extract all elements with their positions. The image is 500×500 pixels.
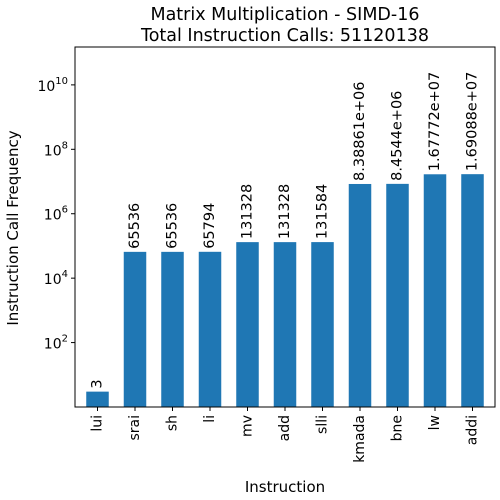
value-label-sh: 65536 — [165, 203, 181, 249]
y-tick-label-4: 1010 — [37, 76, 68, 95]
y-tick-label-1: 104 — [44, 269, 68, 288]
x-tick-label-kmada: kmada — [352, 415, 368, 463]
value-label-li: 65794 — [202, 203, 218, 249]
bar-slli — [311, 242, 334, 407]
bar-addi — [461, 174, 484, 407]
value-label-kmada: 8.38861e+06 — [352, 81, 368, 180]
chart-title-line-2: Total Instruction Calls: 51120138 — [140, 26, 429, 46]
bar-mv — [236, 242, 259, 407]
value-label-slli: 131584 — [315, 184, 331, 239]
x-tick-label-li: li — [202, 415, 218, 423]
x-tick-label-lw: lw — [427, 415, 443, 430]
bar-srai — [124, 252, 147, 407]
x-tick-label-addi: addi — [465, 415, 481, 445]
x-tick-label-mv: mv — [240, 415, 256, 437]
x-tick-label-add: add — [277, 415, 293, 441]
value-label-lui: 3 — [90, 379, 106, 388]
y-tick-label-0: 102 — [44, 334, 68, 353]
value-label-srai: 65536 — [127, 203, 143, 249]
y-tick-label-2: 106 — [44, 205, 68, 224]
value-label-addi: 1.69088e+07 — [465, 72, 481, 171]
value-label-lw: 1.67772e+07 — [427, 72, 443, 171]
y-tick-label-3: 108 — [44, 140, 68, 159]
bars-group: 3 65536 65536 65794 131328 131328 131584 8.3886… — [86, 72, 484, 407]
chart-title-line-1: Matrix Multiplication - SIMD-16 — [150, 5, 419, 25]
x-tick-label-srai: srai — [127, 415, 143, 441]
y-axis-label: Instruction Call Frequency — [4, 130, 22, 325]
bar-lw — [424, 174, 447, 407]
value-label-add: 131328 — [277, 184, 293, 239]
bar-bne — [386, 184, 409, 407]
bar-lui — [86, 392, 109, 407]
x-tick-label-lui: lui — [90, 415, 106, 432]
x-tick-label-slli: slli — [315, 415, 331, 434]
value-label-mv: 131328 — [240, 184, 256, 239]
x-tick-label-sh: sh — [165, 415, 181, 431]
x-tick-label-bne: bne — [390, 415, 406, 441]
x-axis-label: Instruction — [245, 478, 325, 496]
bar-sh — [161, 252, 184, 407]
bar-li — [199, 252, 222, 407]
value-label-bne: 8.4544e+06 — [390, 91, 406, 181]
bar-add — [274, 242, 297, 407]
bar-kmada — [349, 184, 372, 407]
